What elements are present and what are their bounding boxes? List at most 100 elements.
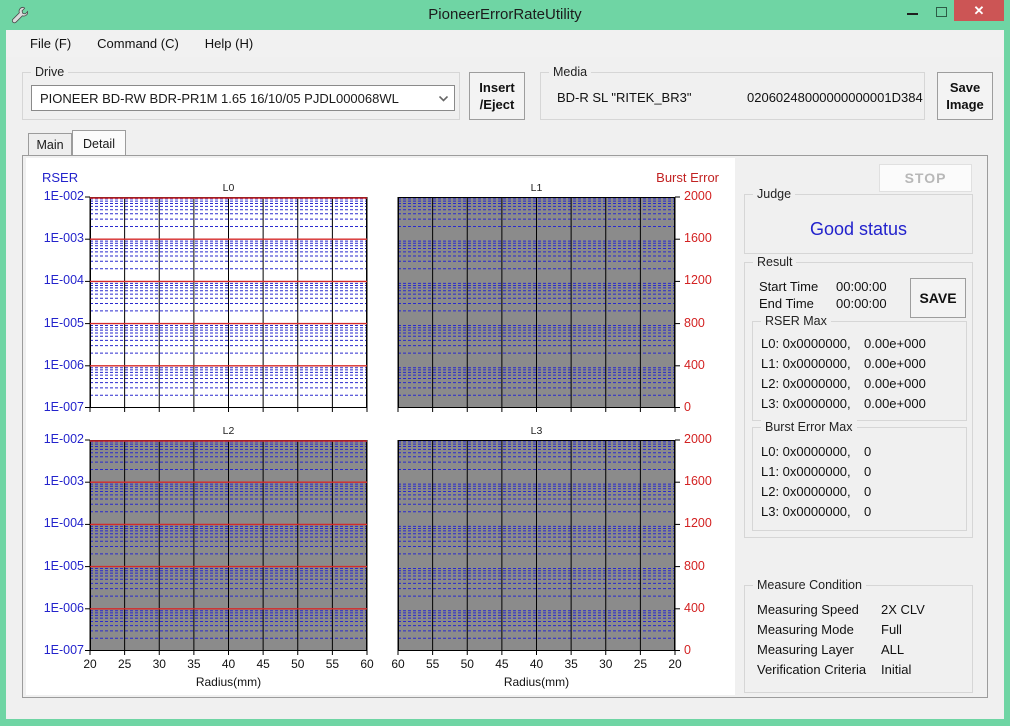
rser-max-row-label-1: L1: 0x0000000,	[761, 356, 851, 371]
judge-group: Judge Good status	[744, 187, 973, 254]
close-button[interactable]: ✕	[954, 0, 1004, 21]
y-tick-left-row0-0: 1E-002	[43, 189, 84, 203]
measure-condition-row-label-3: Verification Criteria	[757, 662, 867, 677]
chart-title-l1: L1	[530, 182, 543, 194]
x-tick-l3-2: 50	[460, 657, 474, 671]
minimize-icon	[906, 12, 918, 15]
media-group-label: Media	[549, 65, 592, 79]
start-time-label: Start Time	[759, 279, 819, 294]
insert-eject-label-line1: Insert	[479, 80, 515, 95]
save-image-label-line1: Save	[949, 80, 981, 95]
rser-max-row-value-2: 0.00e+000	[864, 376, 926, 391]
x-tick-l2-5: 45	[256, 657, 270, 671]
rser-max-row-label-0: L0: 0x0000000,	[761, 336, 851, 351]
y-tick-right-row1-3: 800	[684, 558, 705, 573]
measure-condition-row-label-1: Measuring Mode	[757, 622, 854, 637]
judge-status-text: Good status	[809, 219, 908, 239]
save-button[interactable]: SAVE	[910, 278, 966, 318]
x-tick-l3-4: 40	[529, 657, 544, 671]
minimize-button[interactable]	[898, 0, 926, 21]
drive-selected-value: PIONEER BD-RW BDR-PR1M 1.65 16/10/05 PJD…	[40, 90, 399, 106]
result-group-label: Result	[753, 255, 797, 269]
chart-title-l2: L2	[222, 425, 235, 437]
x-tick-l2-1: 25	[117, 657, 132, 671]
x-tick-l3-1: 55	[425, 657, 440, 671]
burst-error-max-group-label: Burst Error Max	[761, 420, 857, 434]
judge-group-label: Judge	[753, 187, 796, 201]
tab-detail[interactable]: Detail	[72, 130, 126, 156]
menu-item-file[interactable]: File (F)	[30, 36, 72, 51]
burst-error-max-row-label-2: L2: 0x0000000,	[761, 484, 851, 499]
y-tick-right-row0-1: 1600	[684, 231, 712, 246]
menu-item-help[interactable]: Help (H)	[204, 36, 254, 51]
drive-group: Drive PIONEER BD-RW BDR-PR1M 1.65 16/10/…	[22, 65, 460, 120]
y-tick-right-row1-4: 400	[684, 600, 705, 615]
burst-error-max-row-value-0: 0	[864, 444, 872, 459]
insert-eject-button[interactable]: Insert /Eject	[469, 72, 525, 120]
measure-condition-row-label-0: Measuring Speed	[757, 602, 859, 617]
save-image-button[interactable]: Save Image	[937, 72, 993, 120]
chart-title-l3: L3	[530, 425, 543, 437]
measure-condition-row-value-2: ALL	[881, 642, 905, 657]
rser-max-group: RSER Max L0: 0x0000000, 0.00e+000 L1: 0x00…	[752, 314, 967, 421]
burst-error-max-row-value-3: 0	[864, 504, 872, 519]
axis-label-burst-error: Burst Error	[656, 170, 719, 185]
rser-max-row-label-3: L3: 0x0000000,	[761, 396, 851, 411]
x-tick-l3-8: 20	[668, 657, 682, 671]
y-tick-left-row1-3: 1E-005	[43, 558, 84, 573]
x-tick-l2-2: 30	[152, 657, 166, 671]
rser-max-group-label: RSER Max	[761, 314, 831, 328]
measure-condition-row-value-0: 2X CLV	[881, 602, 925, 617]
measure-condition-row-label-2: Measuring Layer	[757, 642, 854, 657]
media-id: 02060248000000000001D384	[747, 90, 923, 105]
x-tick-l2-6: 50	[291, 657, 305, 671]
y-tick-right-row1-0: 2000	[684, 432, 712, 446]
save-image-label-line2: Image	[946, 97, 984, 112]
rser-max-row-value-1: 0.00e+000	[864, 356, 926, 371]
y-tick-left-row0-4: 1E-006	[43, 357, 84, 372]
drive-select[interactable]: PIONEER BD-RW BDR-PR1M 1.65 16/10/05 PJD…	[31, 85, 455, 111]
burst-error-max-row-label-1: L1: 0x0000000,	[761, 464, 851, 479]
start-time-value: 00:00:00	[836, 279, 887, 294]
burst-error-max-row-label-3: L3: 0x0000000,	[761, 504, 851, 519]
tab-main[interactable]: Main	[28, 133, 72, 156]
save-button-label: SAVE	[919, 289, 957, 306]
y-tick-right-row1-1: 1600	[684, 474, 712, 489]
y-tick-left-row1-2: 1E-004	[43, 516, 84, 531]
burst-error-max-row-value-1: 0	[864, 464, 872, 479]
measure-condition-row-value-3: Initial	[881, 662, 912, 677]
chart-panel: RSER Burst Error 1E-002 1E-003 1E-004 1E-005 1…	[26, 158, 735, 695]
stop-button[interactable]: STOP	[879, 164, 972, 192]
rser-max-row-label-2: L2: 0x0000000,	[761, 376, 851, 391]
y-tick-left-row1-4: 1E-006	[43, 600, 84, 615]
y-tick-right-row0-4: 400	[684, 357, 705, 372]
x-tick-l2-4: 40	[221, 657, 236, 671]
x-tick-l3-5: 35	[564, 657, 578, 671]
y-tick-left-row1-1: 1E-003	[43, 474, 84, 489]
burst-error-max-row-value-2: 0	[864, 484, 872, 499]
burst-error-max-row-label-0: L0: 0x0000000,	[761, 444, 851, 459]
measure-condition-group-label: Measure Condition	[753, 578, 866, 592]
x-tick-l2-8: 60	[360, 657, 374, 671]
measure-condition-group: Measure Condition Measuring Speed 2X CLV M…	[744, 578, 973, 693]
y-tick-left-row0-3: 1E-005	[43, 315, 84, 330]
menu-item-command[interactable]: Command (C)	[97, 36, 179, 51]
y-tick-left-row0-2: 1E-004	[43, 273, 84, 288]
x-tick-l3-3: 45	[495, 657, 509, 671]
maximize-icon	[935, 6, 947, 17]
x-axis-label-l2: Radius(mm)	[195, 675, 262, 689]
x-tick-l2-7: 55	[325, 657, 340, 671]
y-tick-left-row0-5: 1E-007	[43, 400, 84, 414]
maximize-button[interactable]	[928, 0, 954, 21]
y-tick-right-row1-5: 0	[684, 643, 691, 657]
title-bar: PioneerErrorRateUtility ✕	[0, 0, 1010, 30]
y-tick-left-row1-0: 1E-002	[43, 432, 84, 446]
rser-max-row-value-3: 0.00e+000	[864, 396, 926, 411]
y-tick-left-row0-1: 1E-003	[43, 231, 84, 246]
y-tick-right-row0-5: 0	[684, 400, 691, 414]
insert-eject-label-line2: /Eject	[479, 97, 515, 112]
burst-error-max-group: Burst Error Max L0: 0x0000000, 0 L1: 0x000…	[752, 420, 967, 531]
measure-condition-row-value-1: Full	[881, 622, 902, 637]
x-tick-l3-7: 25	[633, 657, 648, 671]
